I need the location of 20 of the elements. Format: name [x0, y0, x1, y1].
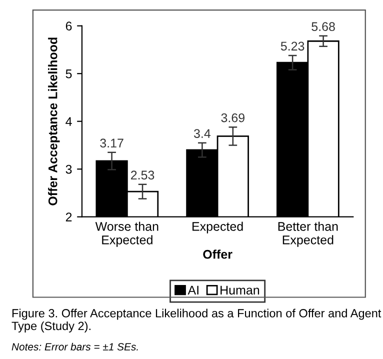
legend-label: AI: [188, 286, 198, 294]
data-label: 5.68: [312, 22, 335, 32]
text: Notes: Error bars = ±1 SEs.: [12, 342, 138, 350]
x-tick-label: Better than Expected: [278, 222, 338, 247]
legend-label: Human: [220, 286, 260, 295]
x-axis-title: Offer: [203, 250, 232, 259]
caption: Figure 3. Offer Acceptance Likelihood as a Function of Offer and Agent Type (Study 2).: [12, 308, 382, 332]
x-tick-label: Expected: [192, 222, 243, 234]
y-tick-label: 2: [66, 212, 72, 222]
y-tick-label: 6: [66, 22, 72, 30]
y-axis-title: Offer Acceptance Likelihood: [48, 38, 60, 206]
y-tick-label: 5: [66, 70, 72, 78]
x-tick-label: Worse than Expected: [95, 222, 158, 247]
y-tick-label: 3: [66, 164, 72, 174]
data-label: 3.17: [100, 138, 124, 148]
y-tick-label: 4: [66, 117, 72, 126]
data-label: 5.23: [280, 42, 304, 51]
data-label: 3.4: [194, 129, 210, 138]
data-label: 2.53: [130, 170, 154, 180]
data-label: 3.69: [221, 113, 244, 122]
